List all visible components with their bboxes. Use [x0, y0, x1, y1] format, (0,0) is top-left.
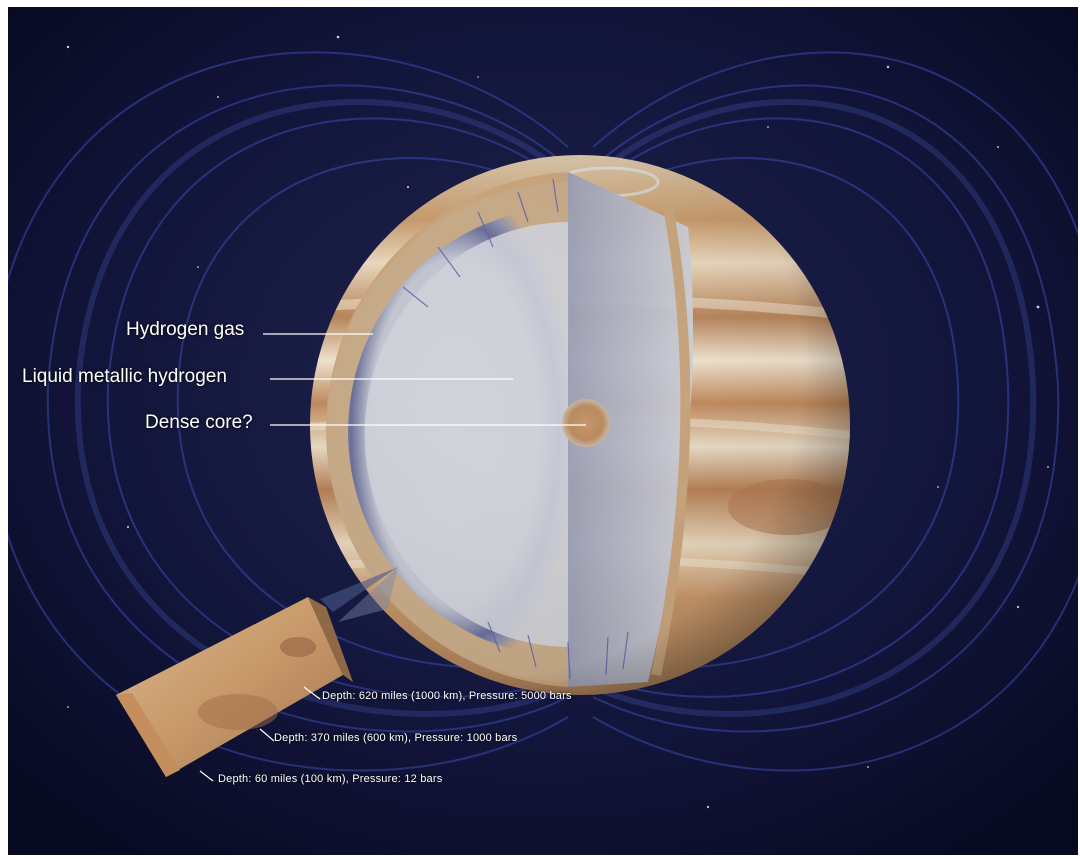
label-hydrogen-gas: Hydrogen gas: [126, 319, 245, 340]
stars: [66, 35, 1049, 809]
jupiter-interior-illustration: Hydrogen gas Liquid metallic hydrogen De…: [0, 7, 1080, 855]
label-depth-370: Depth: 370 miles (600 km), Pressure: 100…: [274, 732, 518, 744]
depth-prism: [116, 597, 353, 777]
label-dense-core: Dense core?: [145, 412, 253, 433]
leader-depth-620: [303, 686, 321, 700]
leader-depth-370: [259, 728, 275, 742]
leader-lines: [199, 333, 586, 782]
zoom-beam-lower: [338, 567, 398, 622]
zoom-beam: [320, 567, 398, 612]
label-liquid-metallic-hydrogen: Liquid metallic hydrogen: [22, 366, 227, 387]
prism-side-face: [308, 597, 353, 682]
illustration-canvas: [0, 7, 1080, 855]
prism-end-face: [116, 693, 180, 777]
label-depth-60: Depth: 60 miles (100 km), Pressure: 12 b…: [218, 773, 443, 785]
magnetic-field-lines-glow: [74, 98, 1037, 718]
magnetic-field-lines: [0, 51, 1080, 772]
jupiter-planet: [310, 155, 850, 695]
leader-depth-60: [199, 770, 214, 782]
label-depth-620: Depth: 620 miles (1000 km), Pressure: 50…: [322, 690, 572, 702]
